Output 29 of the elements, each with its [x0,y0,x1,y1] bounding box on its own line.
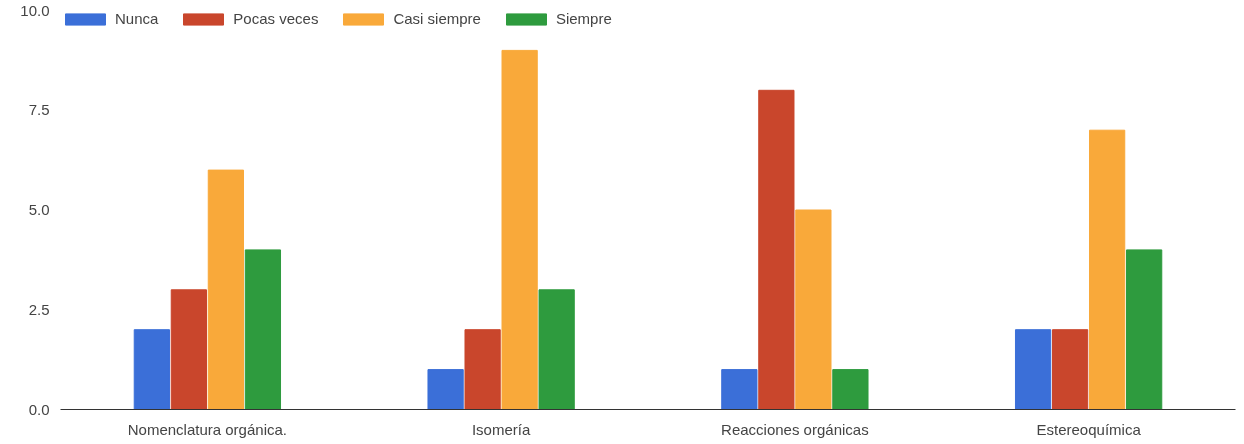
x-tick-label: Isomería [471,420,531,438]
bar [538,289,575,410]
bar [133,329,170,410]
legend-label: Nunca [115,10,159,27]
legend-label: Siempre [555,10,612,27]
bar [1014,329,1052,410]
bar [1089,129,1126,410]
x-tick-label: Estereoquímica [1036,420,1142,438]
bar [207,169,245,410]
y-tick-label: 7.5 [28,101,50,119]
y-tick-label: 2.5 [28,300,50,318]
y-tick-label: 10.0 [20,1,50,19]
y-tick-label: 0.0 [28,400,50,418]
bar [1051,329,1089,410]
legend-label: Casi siempre [393,10,481,27]
bar [170,289,207,410]
bar [758,89,795,410]
bar [795,209,832,410]
x-tick-label: Reacciones orgánicas [721,420,869,438]
bar [244,249,282,410]
bar [721,369,758,410]
bar [501,49,538,410]
x-tick-label: Nomenclatura orgánica. [127,420,288,438]
y-tick-label: 5.0 [28,201,50,218]
bar [464,329,501,410]
bar [1126,249,1163,410]
legend-label: Pocas veces [233,10,319,27]
bar [832,369,869,410]
bar [427,369,464,410]
